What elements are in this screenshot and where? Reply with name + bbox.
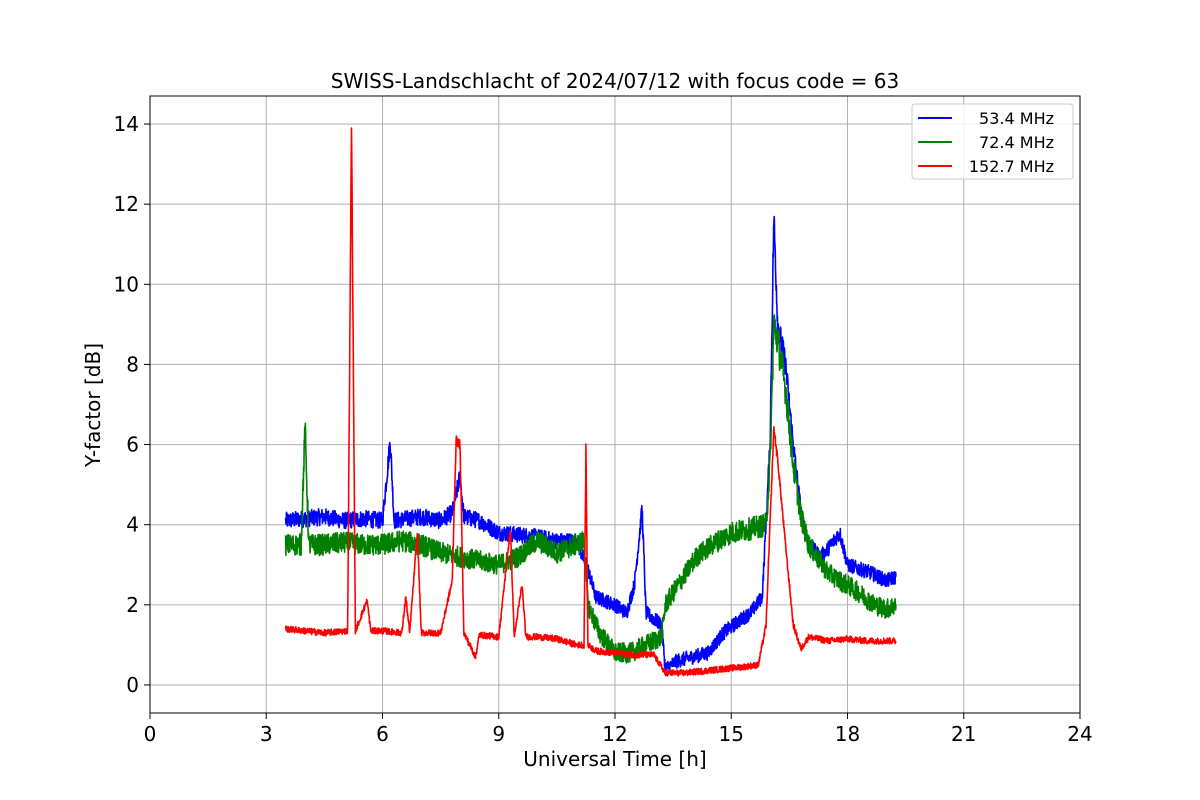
x-tick-label: 24 [1067,722,1092,746]
chart-title: SWISS-Landschlacht of 2024/07/12 with fo… [331,69,899,93]
y-tick-label: 14 [114,112,139,136]
x-tick-label: 6 [376,722,389,746]
y-tick-label: 8 [126,352,139,376]
legend-label-2: 152.7 MHz [969,157,1054,176]
y-tick-label: 4 [126,513,139,537]
x-tick-label: 18 [835,722,860,746]
series-line-2 [284,127,897,677]
y-tick-label: 0 [126,673,139,697]
y-axis: 0 2 4 6 8 10 12 14 [114,112,150,697]
x-tick-label: 12 [602,722,627,746]
x-tick-label: 15 [719,722,744,746]
y-tick-label: 2 [126,593,139,617]
x-axis: 0 3 6 9 12 15 18 21 24 [144,713,1093,746]
legend: 53.4 MHz 72.4 MHz 152.7 MHz [911,103,1074,180]
legend-label-0: 53.4 MHz [979,109,1054,128]
x-tick-label: 21 [951,722,976,746]
x-tick-label: 9 [492,722,505,746]
y-tick-label: 6 [126,433,139,457]
series-layer [284,127,897,677]
x-axis-title: Universal Time [h] [523,747,706,771]
x-tick-label: 3 [260,722,273,746]
x-tick-label: 0 [144,722,157,746]
y-axis-title: Y-factor [dB] [81,343,105,468]
legend-label-1: 72.4 MHz [979,133,1054,152]
y-tick-label: 10 [114,272,139,296]
series-line-1 [284,314,897,664]
legend-box [911,103,1074,180]
y-tick-label: 12 [114,192,139,216]
series-line-0 [284,215,897,677]
